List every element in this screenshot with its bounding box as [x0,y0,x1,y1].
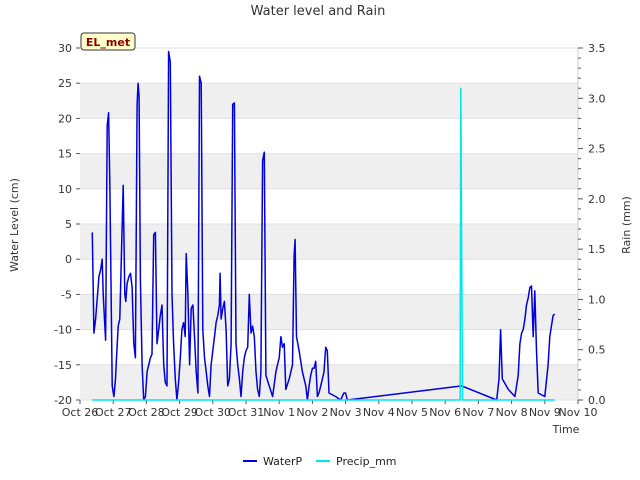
right-y-axis-label: Rain (mm) [620,196,633,254]
left-y-tick-label: 25 [58,77,72,90]
chart-title: Water level and Rain [251,4,386,19]
plot-band [80,153,578,189]
right-y-axis-ticks: 0.0 0.5 1.0 1.5 2.0 2.5 3.0 3.5 [577,42,606,407]
legend: WaterP Precip_mm [243,455,397,468]
plot-band [80,294,578,330]
x-tick-label: Nov 10 [559,406,598,419]
left-y-tick-label: -5 [61,288,72,301]
legend-label-precip: Precip_mm [336,455,397,468]
x-tick-label: Nov 4 [363,406,395,419]
right-y-tick-label: 3.5 [588,42,606,55]
x-tick-label: Nov 5 [396,406,428,419]
x-axis-label: Time [552,423,580,436]
x-tick-label: Nov 1 [263,406,295,419]
left-y-tick-label: 0 [65,253,72,266]
right-y-tick-label: 3.0 [588,92,606,105]
left-y-axis-label: Water Level (cm) [8,178,21,272]
x-tick-label: Oct 28 [128,406,165,419]
legend-label-waterp: WaterP [263,455,303,468]
x-tick-label: Nov 3 [330,406,362,419]
plot-band [80,188,578,224]
plot-band [80,259,578,295]
x-tick-label: Oct 26 [62,406,99,419]
plot-band [80,48,578,84]
right-y-tick-label: 0.5 [588,344,606,357]
plot-band [80,224,578,260]
site-badge-label: EL_met [86,36,130,49]
x-tick-label: Nov 8 [496,406,528,419]
x-tick-label: Oct 29 [161,406,198,419]
site-badge: EL_met [80,32,136,51]
plot-band [80,329,578,365]
plot-background [80,47,578,401]
left-y-tick-label: -15 [54,359,72,372]
x-tick-label: Oct 27 [95,406,132,419]
x-tick-label: Nov 6 [429,406,461,419]
x-tick-label: Nov 2 [296,406,328,419]
right-y-tick-label: 1.5 [588,243,606,256]
site-badge-box [80,32,136,51]
x-tick-label: Oct 30 [195,406,232,419]
left-y-tick-label: 5 [65,218,72,231]
x-tick-label: Nov 9 [529,406,561,419]
left-y-tick-label: -10 [54,324,72,337]
right-y-tick-label: 2.0 [588,193,606,206]
x-tick-label: Nov 7 [462,406,494,419]
plot-band [80,118,578,154]
left-y-axis-ticks: -20 -15 -10 -5 0 5 10 15 20 25 30 [54,42,80,407]
left-y-tick-label: 10 [58,183,72,196]
right-y-tick-label: 1.0 [588,293,606,306]
left-y-tick-label: -20 [54,394,72,407]
series-line-precip-mm [92,87,555,401]
left-y-tick-label: 30 [58,42,72,55]
right-y-tick-label: 0.0 [588,394,606,407]
series-layer [91,50,556,401]
x-tick-label: Oct 31 [228,406,265,419]
left-y-tick-label: 15 [58,148,72,161]
left-y-tick-label: 20 [58,112,72,125]
right-y-tick-label: 2.5 [588,143,606,156]
plot-band [80,83,578,119]
series-line-waterp [91,50,556,401]
